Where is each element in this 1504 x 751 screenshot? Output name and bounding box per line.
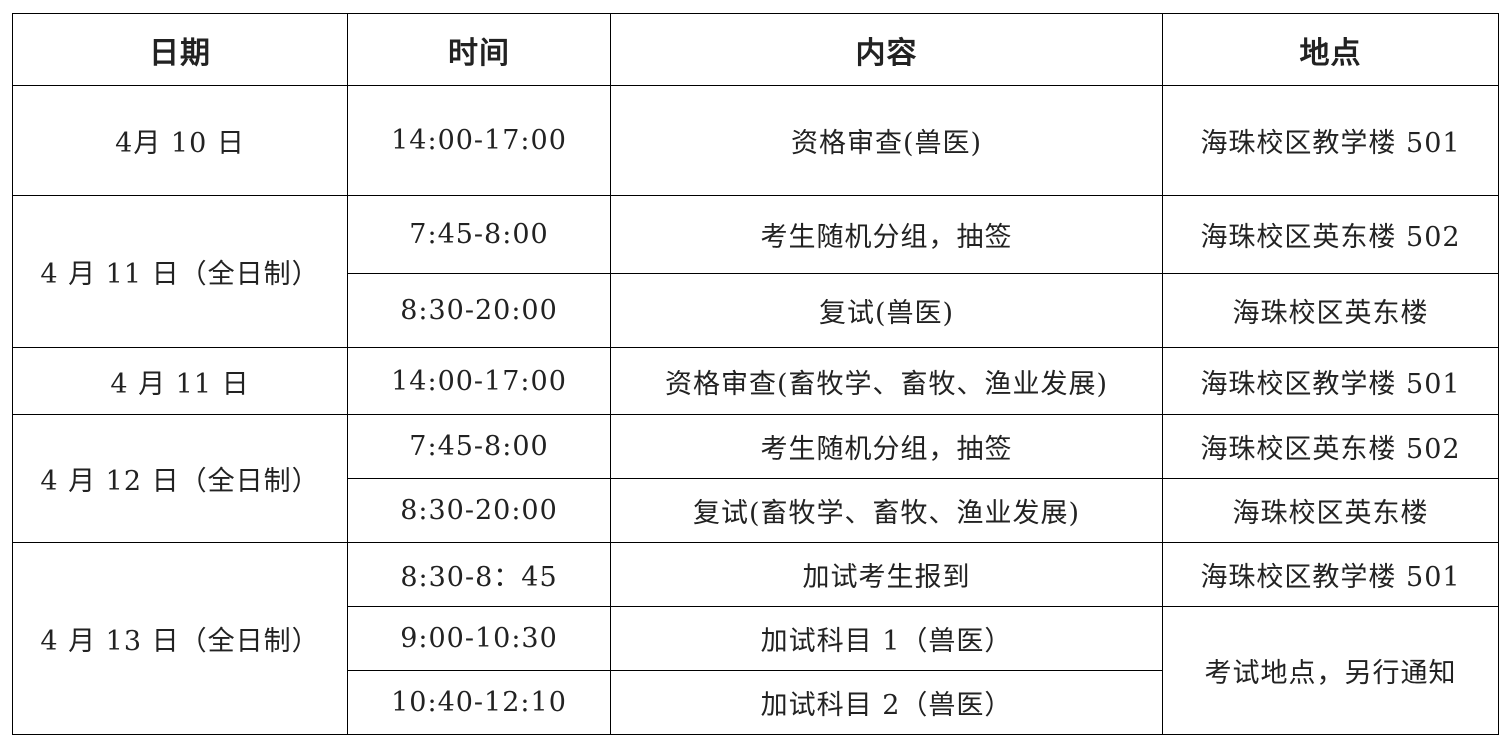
content-cell: 加试科目 2（兽医）: [610, 670, 1163, 735]
content-cell: 资格审查(畜牧学、畜牧、渔业发展): [610, 347, 1163, 415]
table-row: 4月 10 日 14:00-17:00 资格审查(兽医) 海珠校区教学楼 501: [12, 85, 1499, 196]
table-row: 9:00-10:30 加试科目 1（兽医） 考试地点，另行通知: [13, 606, 1499, 735]
content-cell: 加试科目 1（兽医）: [610, 606, 1163, 671]
place-cell: 海珠校区教学楼 501: [1162, 85, 1499, 196]
table-row: 4 月 11 日 14:00-17:00 资格审查(畜牧学、畜牧、渔业发展) 海…: [12, 347, 1499, 415]
time-cell: 8:30-20:00: [347, 478, 611, 543]
place-cell: 海珠校区英东楼 502: [1162, 414, 1499, 479]
date-cell: 4 月 12 日（全日制）: [12, 414, 348, 543]
content-cell: 复试(兽医): [610, 273, 1163, 348]
header-place: 地点: [1162, 13, 1499, 86]
time-cell: 14:00-17:00: [347, 85, 611, 196]
table-row: 4 月 11 日（全日制） 7:45-8:00 考生随机分组，抽签 海珠校区英东…: [12, 195, 1499, 348]
time-cell: 8:30-8：45: [347, 542, 611, 607]
header-row: 日期 时间 内容 地点: [12, 13, 1499, 86]
table-row: 8:30-20:00 复试(兽医) 海珠校区英东楼: [13, 273, 1499, 348]
content-cell: 考生随机分组，抽签: [610, 414, 1163, 479]
table-row: 4 月 12 日（全日制） 7:45-8:00 考生随机分组，抽签 海珠校区英东…: [12, 414, 1499, 543]
time-cell: 7:45-8:00: [347, 414, 611, 479]
place-cell: 海珠校区英东楼: [1162, 478, 1499, 543]
time-cell: 9:00-10:30: [347, 606, 611, 671]
date-cell: 4月 10 日: [12, 85, 348, 196]
content-cell: 复试(畜牧学、畜牧、渔业发展): [610, 478, 1163, 543]
place-cell: 海珠校区教学楼 501: [1162, 347, 1499, 415]
date-cell: 4 月 11 日（全日制）: [12, 195, 348, 348]
place-cell: 考试地点，另行通知: [1162, 606, 1499, 735]
place-cell: 海珠校区英东楼 502: [1162, 195, 1499, 274]
content-cell: 加试考生报到: [610, 542, 1163, 607]
date-cell: 4 月 13 日（全日制）: [12, 542, 348, 735]
header-content: 内容: [610, 13, 1163, 86]
time-cell: 10:40-12:10: [347, 670, 611, 735]
time-cell: 7:45-8:00: [347, 195, 611, 274]
date-cell: 4 月 11 日: [12, 347, 348, 415]
header-date: 日期: [12, 13, 348, 86]
table-row: 10:40-12:10 加试科目 2（兽医）: [13, 670, 1499, 735]
time-cell: 8:30-20:00: [347, 273, 611, 348]
schedule-table: 日期 时间 内容 地点 4月 10 日 14:00-17:00 资格审查(兽医)…: [12, 13, 1499, 735]
time-cell: 14:00-17:00: [347, 347, 611, 415]
place-cell: 海珠校区英东楼: [1162, 273, 1499, 348]
content-cell: 资格审查(兽医): [610, 85, 1163, 196]
header-time: 时间: [347, 13, 611, 86]
table-row: 4 月 13 日（全日制） 8:30-8：45 加试考生报到 海珠校区教学楼 5…: [12, 542, 1499, 735]
place-cell: 海珠校区教学楼 501: [1162, 542, 1499, 607]
content-cell: 考生随机分组，抽签: [610, 195, 1163, 274]
